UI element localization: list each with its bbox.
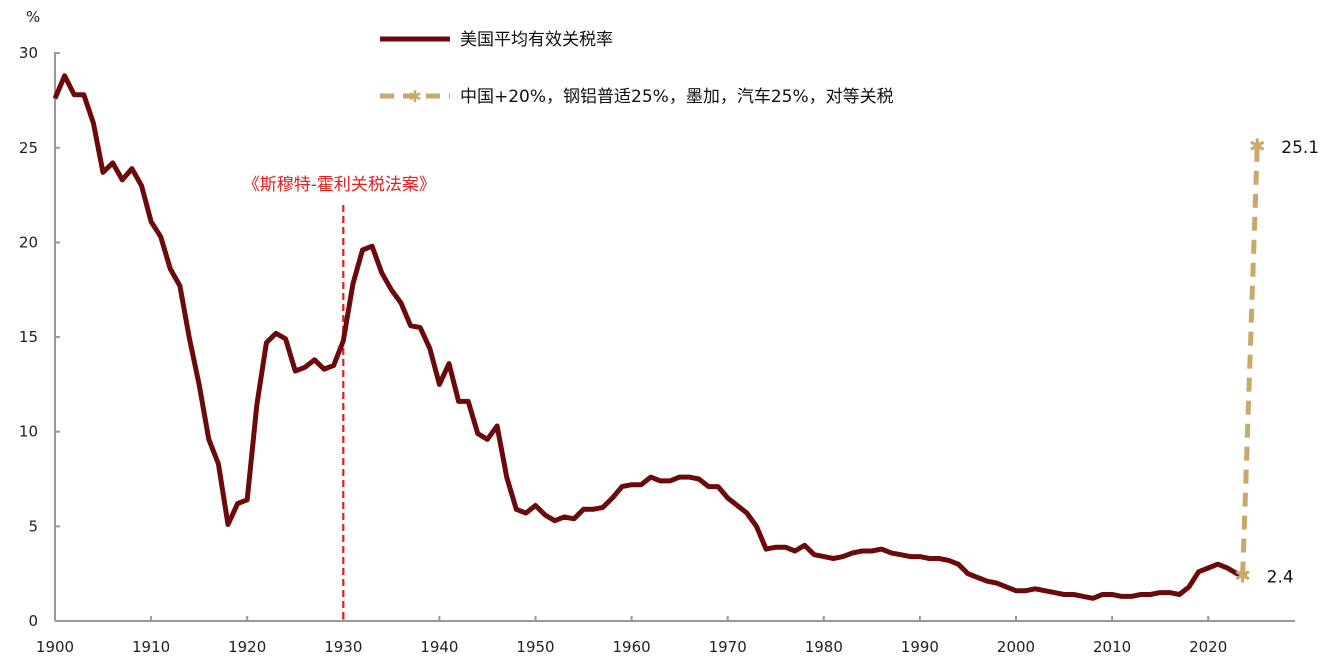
annotation-group: 《斯穆特-霍利关税法案》 bbox=[243, 175, 436, 621]
x-tick-label: 1970 bbox=[709, 638, 747, 656]
scenario-dashed-line bbox=[1240, 145, 1260, 576]
legend-star-marker-icon: ✱ bbox=[408, 87, 421, 106]
series-line-us-tariff-rate bbox=[52, 73, 1248, 601]
data-label: 25.1 bbox=[1281, 138, 1319, 158]
x-tick-label: 1950 bbox=[516, 638, 554, 656]
y-tick-label: 0 bbox=[28, 612, 38, 630]
x-tick-label: 2000 bbox=[997, 638, 1035, 656]
x-tick-label: 1910 bbox=[132, 638, 170, 656]
y-tick-label: 5 bbox=[28, 517, 38, 535]
y-ticks: 0 5 10 15 20 25 30 bbox=[19, 44, 60, 630]
x-tick-label: 2020 bbox=[1189, 638, 1227, 656]
x-tick-label: 1940 bbox=[420, 638, 458, 656]
y-tick-label: 25 bbox=[19, 139, 38, 157]
x-tick-label: 1930 bbox=[324, 638, 362, 656]
y-axis-unit-label: % bbox=[26, 8, 40, 26]
y-tick-label: 30 bbox=[19, 44, 38, 62]
legend: 美国平均有效关税率 ✱ 中国+20%，钢铝普适25%，墨加，汽车25%，对等关税 bbox=[380, 30, 894, 107]
legend-label-us-tariff-rate: 美国平均有效关税率 bbox=[460, 30, 613, 50]
x-tick-label: 1990 bbox=[901, 638, 939, 656]
star-marker-icon: ✱ bbox=[1249, 134, 1266, 158]
x-tick-label: 1920 bbox=[228, 638, 266, 656]
star-marker-icon: ✱ bbox=[1234, 564, 1251, 588]
y-tick-label: 20 bbox=[19, 233, 38, 251]
x-tick-label: 1960 bbox=[613, 638, 651, 656]
x-tick-label: 1980 bbox=[805, 638, 843, 656]
axes bbox=[54, 52, 1295, 622]
x-tick-label: 2010 bbox=[1093, 638, 1131, 656]
data-label: 2.4 bbox=[1267, 568, 1294, 588]
x-ticks: 1900 1910 1920 1930 1940 1950 1960 1970 1980 1990… bbox=[36, 616, 1227, 656]
legend-label-scenario: 中国+20%，钢铝普适25%，墨加，汽车25%，对等关税 bbox=[460, 87, 894, 107]
scenario-series-group: ✱ 2.4 ✱ 25.1 bbox=[1234, 134, 1319, 588]
y-tick-label: 15 bbox=[19, 328, 38, 346]
y-tick-label: 10 bbox=[19, 423, 38, 441]
smoot-hawley-label: 《斯穆特-霍利关税法案》 bbox=[243, 175, 436, 195]
x-tick-label: 1900 bbox=[36, 638, 74, 656]
